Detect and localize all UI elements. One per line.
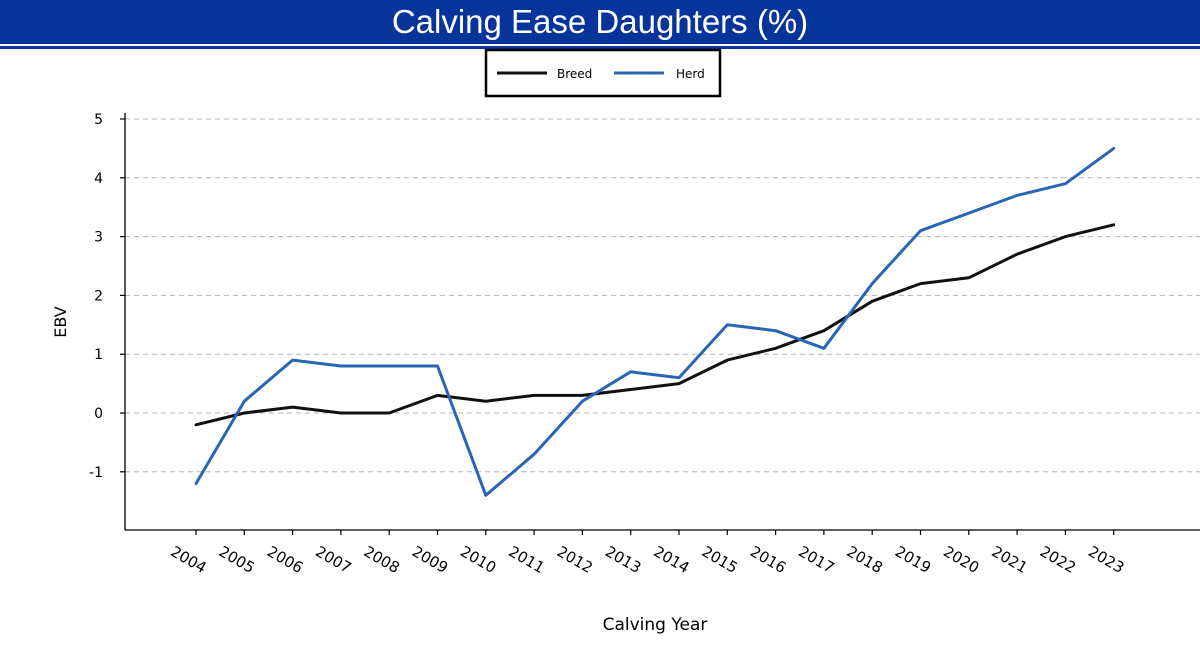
x-tick-label: 2019 [892,542,934,577]
x-tick-label: 2018 [844,542,886,577]
series-line-herd [194,146,1116,497]
x-tick-label: 2014 [650,542,692,577]
series-line-breed [194,223,1116,427]
legend-label-breed: Breed [557,67,592,81]
x-tick-label: 2004 [167,542,209,577]
x-tick-label: 2022 [1037,542,1079,577]
x-tick-label: 2009 [409,542,451,577]
grid-layer [125,118,1200,473]
y-tick-label: 2 [94,288,103,304]
x-axis-label: Calving Year [603,615,708,635]
y-tick-label: 1 [94,347,103,363]
legend-label-herd: Herd [676,67,705,81]
x-tick-label: 2012 [554,542,596,577]
y-axis-label: EBV [51,306,70,338]
series-layer [194,146,1116,497]
x-tick-label: 2023 [1085,542,1127,577]
y-tick-label: 5 [94,112,103,128]
y-tick-label: 0 [94,406,103,422]
title-bar: Calving Ease Daughters (%) [0,0,1200,44]
title-rule [0,46,1200,49]
x-tick-label: 2011 [506,542,548,577]
legend: Breed Herd [484,48,722,98]
x-tick-label: 2007 [312,542,354,577]
x-tick-label: 2016 [747,542,789,577]
chart-title: Calving Ease Daughters (%) [391,3,809,40]
x-tick-label: 2015 [699,542,741,577]
y-tick-label: -1 [89,465,103,481]
x-tick-label: 2005 [216,542,258,577]
x-tick-label: 2017 [795,542,837,577]
x-tick-label: 2010 [457,542,499,577]
x-tick-label: 2020 [940,542,982,577]
x-tick-label: 2008 [361,542,403,577]
y-tick-label: 4 [94,171,103,187]
axes-layer: -1 0 1 2 3 4 5 2004 2005 2006 2007 2008 2009 2010 2011… [89,112,1200,577]
x-tick-label: 2006 [264,542,306,577]
x-tick-label: 2013 [602,542,644,577]
y-tick-label: 3 [94,230,103,246]
x-tick-label: 2021 [989,542,1031,577]
